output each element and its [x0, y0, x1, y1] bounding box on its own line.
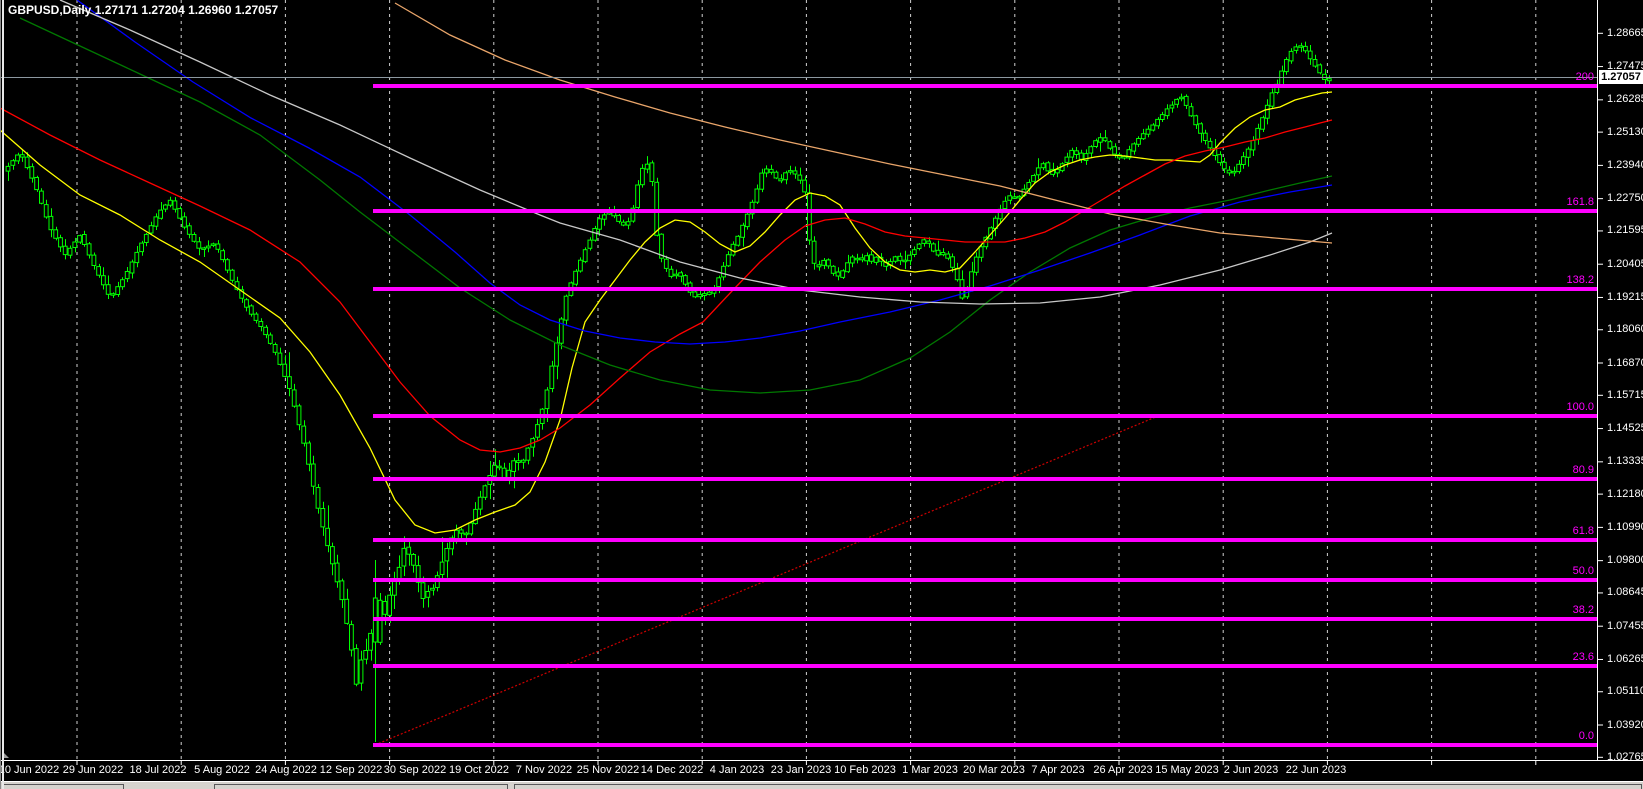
x-axis-date-label: 1 Mar 2023 — [902, 764, 958, 776]
fib-level-label-161.8: 161.8 — [1566, 196, 1594, 208]
fibonacci-levels — [373, 84, 1597, 747]
fib-level-label-200: 200 — [1575, 71, 1594, 83]
x-axis-date-label: 7 Apr 2023 — [1031, 764, 1085, 776]
x-axis-date-label: 29 Jun 2022 — [62, 764, 124, 776]
fib-level-label-50.0: 50.0 — [1572, 565, 1594, 577]
window-left-edge-inner — [2, 0, 4, 789]
y-axis-price-label: 1.25130 — [1607, 125, 1643, 138]
y-axis-price-label: 1.10990 — [1607, 520, 1643, 533]
ma-fast-yellow — [0, 91, 1333, 534]
x-axis-date-label: 25 Nov 2022 — [576, 764, 640, 776]
y-axis-price-label: 1.21595 — [1607, 224, 1643, 237]
y-axis-price-label: 1.12180 — [1607, 487, 1643, 500]
x-axis-date-label: 30 Sep 2022 — [383, 764, 447, 776]
ma-200-white — [59, 0, 1333, 305]
x-axis-date-label: 14 Dec 2022 — [640, 764, 704, 776]
bottom-bar-panel[interactable] — [3, 784, 124, 789]
y-axis-price-label: 1.27475 — [1607, 60, 1643, 73]
y-axis-price-label: 1.09800 — [1607, 554, 1643, 567]
y-axis-price-label: 1.22750 — [1607, 192, 1643, 205]
y-axis-price-label: 1.06265 — [1607, 652, 1643, 665]
x-axis-date-label: 26 Apr 2023 — [1093, 764, 1153, 776]
x-axis-date-label: 18 Jul 2022 — [129, 764, 187, 776]
fib-level-label-138.2: 138.2 — [1566, 274, 1594, 286]
x-axis-date-label: 20 Mar 2023 — [963, 764, 1025, 776]
current-price-box: 1.27057 — [1599, 70, 1643, 84]
bottom-bar-panel[interactable] — [514, 784, 1642, 789]
y-axis-price-label: 1.08645 — [1607, 586, 1643, 599]
x-axis-date-label: 4 Jan 2023 — [709, 764, 765, 776]
bottom-tab-bar[interactable] — [0, 781, 1643, 789]
y-axis-price-label: 1.16870 — [1607, 356, 1643, 369]
y-axis-price-label: 1.26285 — [1607, 93, 1643, 106]
y-axis-price-label: 1.07455 — [1607, 619, 1643, 632]
y-axis-price-label: 1.13335 — [1607, 455, 1643, 468]
fib-level-label-100.0: 100.0 — [1566, 401, 1594, 413]
fib-level-label-80.9: 80.9 — [1572, 464, 1594, 476]
ma-slowest-orange — [394, 2, 1333, 244]
y-axis-price-label: 1.05110 — [1607, 685, 1643, 698]
x-axis-date-label: 2 Jun 2023 — [1223, 764, 1279, 776]
y-axis-price-label: 1.18060 — [1607, 323, 1643, 336]
y-axis-price-label: 1.02765 — [1607, 750, 1643, 763]
y-axis-price-label: 1.28665 — [1607, 26, 1643, 39]
fib-level-label-23.6: 23.6 — [1572, 651, 1594, 663]
x-axis-date-label: 10 Jun 2022 — [0, 764, 60, 776]
y-axis-price-label: 1.20405 — [1607, 257, 1643, 270]
y-axis-price-label: 1.23940 — [1607, 158, 1643, 171]
bottom-bar-panel[interactable] — [214, 784, 508, 789]
y-axis-price-label: 1.15715 — [1607, 388, 1643, 401]
x-axis-date-label: 12 Sep 2022 — [319, 764, 383, 776]
ma-slow-green — [19, 17, 1333, 394]
ma-medium-red — [0, 107, 1333, 453]
moving-averages — [0, 0, 1333, 534]
x-axis-date-label: 19 Oct 2022 — [449, 764, 509, 776]
y-axis-price-label: 1.14525 — [1607, 422, 1643, 435]
chart-title-ohlc: GBPUSD,Daily 1.27171 1.27204 1.26960 1.2… — [8, 3, 279, 17]
grid-layer — [76, 0, 1537, 765]
fib-level-label-0.0: 0.0 — [1578, 730, 1594, 742]
x-axis-date-label: 10 Feb 2023 — [834, 764, 896, 776]
x-axis-date-label: 23 Jan 2023 — [770, 764, 832, 776]
window-left-edge-outer — [0, 0, 1, 789]
y-axis-price-label: 1.03920 — [1607, 718, 1643, 731]
fib-level-label-61.8: 61.8 — [1572, 525, 1594, 537]
x-axis-date-label: 22 Jun 2023 — [1285, 764, 1347, 776]
x-axis-date-label: 5 Aug 2022 — [194, 764, 250, 776]
x-axis-date-label: 7 Nov 2022 — [515, 764, 573, 776]
y-axis-price-label: 1.19215 — [1607, 290, 1643, 303]
axis-borders — [0, 0, 1643, 761]
x-axis-date-label: 15 May 2023 — [1155, 764, 1219, 776]
fib-level-label-38.2: 38.2 — [1572, 604, 1594, 616]
x-axis-date-label: 24 Aug 2022 — [255, 764, 317, 776]
ma-slower-blue — [76, 0, 1333, 345]
candlesticks[interactable] — [5, 41, 1332, 742]
